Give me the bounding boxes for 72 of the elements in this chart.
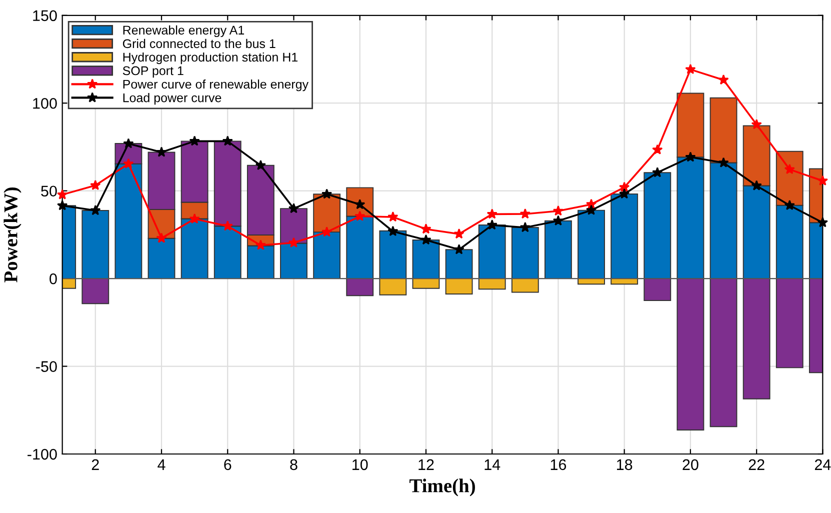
point (57, 200, 68, 210)
x-tick-label: 2 (92, 459, 99, 470)
point (520, 208, 530, 219)
point (784, 200, 795, 210)
point (817, 175, 828, 186)
point (586, 204, 597, 215)
point (718, 157, 729, 168)
legend-label: Grid connected to the bus 1 (122, 38, 276, 48)
point (420, 224, 432, 234)
point (454, 244, 464, 254)
point (388, 226, 398, 236)
x-tick-label: 10 (352, 459, 368, 470)
point (652, 167, 663, 178)
point (784, 164, 795, 174)
y-tick-label: 150 (33, 10, 57, 22)
point (288, 237, 300, 248)
point (90, 204, 101, 216)
x-axis-title: Time(h) (410, 478, 475, 496)
point (552, 215, 564, 226)
x-tick-label: 14 (484, 459, 500, 470)
legend-label: Hydrogen production station H1 (123, 52, 298, 64)
point (619, 182, 630, 192)
point (685, 64, 696, 74)
x-tick-label: 4 (158, 459, 166, 470)
point (123, 158, 134, 168)
y-tick-label: 100 (33, 98, 57, 109)
legend-label: Load power curve (123, 93, 222, 105)
y-tick-label: -100 (28, 448, 57, 460)
point (817, 217, 828, 228)
x-tick-label: 6 (224, 459, 232, 470)
point (751, 118, 762, 130)
bar (544, 220, 572, 280)
x-tick-label: 20 (682, 459, 698, 470)
point (156, 232, 167, 243)
point (486, 208, 498, 219)
x-tick-label: 8 (290, 459, 298, 470)
point (552, 205, 564, 216)
point (189, 213, 200, 224)
point (751, 180, 762, 190)
legend-label: Renewable energy A1 (123, 25, 244, 38)
x-tick-label: 18 (617, 459, 632, 470)
point (288, 203, 300, 214)
point (454, 228, 464, 239)
point (388, 211, 398, 222)
point (222, 220, 233, 231)
point (486, 219, 498, 230)
y-tick-label: 0 (50, 273, 57, 284)
point (718, 74, 729, 85)
point (123, 138, 134, 148)
x-tick-label: 24 (814, 459, 831, 470)
point (685, 152, 696, 162)
y-axis-title: Power(kW) (4, 187, 22, 282)
x-tick-label: 22 (748, 459, 764, 470)
x-tick-label: 12 (418, 459, 434, 470)
point (420, 234, 432, 245)
x-tick-label: 16 (550, 459, 566, 470)
point (354, 210, 366, 221)
point (90, 180, 101, 190)
point (255, 160, 266, 170)
point (189, 136, 200, 146)
point (156, 146, 167, 157)
legend-label: Power curve of renewable energy (123, 80, 309, 92)
point (222, 136, 233, 146)
point (321, 226, 332, 237)
point (57, 189, 68, 200)
y-tick-label: 50 (41, 186, 57, 197)
point (652, 144, 663, 154)
point (520, 222, 530, 232)
point (619, 188, 630, 199)
y-tick-label: -50 (36, 361, 57, 372)
legend-label: SOP port 1 (122, 66, 184, 78)
point (321, 188, 332, 199)
